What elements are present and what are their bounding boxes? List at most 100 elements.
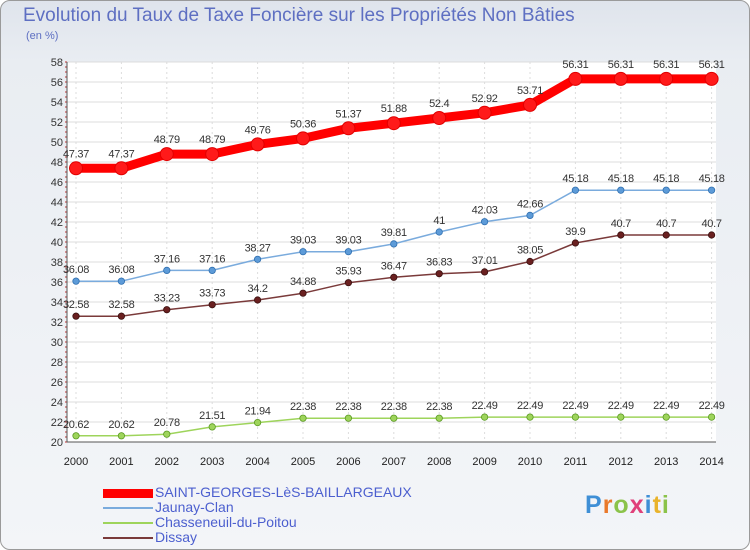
data-label: 56.31	[562, 59, 588, 71]
x-tick-label: 2004	[245, 456, 269, 468]
data-point	[254, 255, 262, 263]
legend-label: Chasseneuil-du-Poitou	[155, 514, 297, 530]
data-label: 50.36	[290, 118, 316, 130]
y-tick-label: 22	[51, 417, 63, 429]
data-point	[435, 414, 443, 422]
data-label: 22.38	[290, 401, 316, 413]
data-label: 40.7	[611, 218, 631, 230]
x-tick-label: 2009	[472, 456, 496, 468]
data-label: 32.58	[108, 299, 134, 311]
legend-label: Jaunay-Clan	[155, 499, 234, 515]
data-label: 40.7	[656, 218, 676, 230]
logo-letter: P	[585, 491, 603, 519]
x-tick-label: 2005	[291, 456, 315, 468]
data-point	[390, 414, 398, 422]
data-label: 38.05	[517, 245, 543, 257]
logo-letter: o	[613, 491, 630, 519]
logo-letter: x	[629, 491, 645, 519]
data-point	[704, 71, 719, 86]
data-label: 45.18	[699, 173, 725, 185]
data-labels: 47.37 47.37 48.79 48.79 49.76 50.36 51.37 51.88…	[63, 59, 725, 431]
data-point	[662, 186, 670, 194]
x-tick-label: 2010	[518, 456, 542, 468]
data-point	[480, 218, 489, 226]
data-point	[299, 248, 307, 256]
data-point	[435, 270, 443, 278]
data-point	[571, 413, 580, 421]
data-label: 40.7	[701, 218, 721, 230]
data-point	[72, 312, 80, 320]
data-label: 41	[433, 215, 445, 227]
data-label: 20.78	[154, 417, 180, 429]
legend-swatch	[103, 507, 153, 509]
data-label: 39.9	[565, 226, 585, 238]
data-point	[477, 105, 492, 120]
proxiti-logo: Proxiti	[585, 491, 670, 520]
data-point	[526, 211, 534, 219]
legend-label: SAINT-GEORGES-LèS-BAILLARGEAUX	[155, 484, 412, 500]
data-point	[72, 432, 80, 440]
data-label: 48.79	[199, 134, 225, 146]
data-label: 47.37	[108, 148, 134, 160]
y-tick-label: 30	[51, 337, 63, 349]
data-point	[114, 161, 129, 176]
data-label: 42.03	[472, 205, 498, 217]
data-label: 35.93	[335, 266, 361, 278]
y-tick-label: 28	[51, 357, 63, 369]
data-point	[254, 418, 262, 427]
data-label: 34.88	[290, 276, 316, 288]
data-label: 21.51	[199, 410, 225, 422]
data-point	[526, 257, 534, 266]
logo-letter: i	[661, 491, 670, 519]
data-point	[617, 186, 625, 194]
data-point	[617, 413, 625, 421]
y-tick-label: 52	[51, 117, 63, 129]
data-label: 47.37	[63, 148, 89, 160]
data-point	[568, 71, 583, 86]
x-tick-label: 2000	[64, 456, 88, 468]
data-point	[707, 231, 716, 239]
data-label: 22.49	[699, 400, 725, 412]
data-label: 56.31	[653, 59, 679, 71]
data-point	[344, 248, 352, 256]
data-point	[296, 131, 310, 146]
data-label: 37.01	[472, 255, 498, 267]
y-tick-label: 56	[51, 77, 63, 89]
y-tick-label: 24	[51, 397, 63, 409]
legend-swatch	[103, 537, 153, 539]
data-label: 22.49	[472, 400, 498, 412]
data-label: 51.88	[381, 103, 407, 115]
legend-swatch	[103, 489, 153, 498]
y-tick-label: 34	[51, 297, 63, 309]
data-label: 36.08	[63, 264, 89, 276]
data-label: 36.47	[381, 260, 407, 272]
data-point	[435, 228, 443, 236]
data-point	[386, 116, 401, 131]
data-point	[480, 413, 489, 421]
x-tick-label: 2012	[609, 456, 633, 468]
y-tick-label: 54	[51, 97, 63, 109]
data-point	[208, 266, 216, 274]
data-point	[707, 413, 716, 421]
data-point	[480, 268, 489, 276]
data-point	[163, 266, 171, 274]
y-tick-label: 32	[51, 317, 63, 329]
data-label: 48.79	[154, 134, 180, 146]
data-label: 49.76	[245, 124, 271, 136]
data-label: 39.03	[290, 235, 316, 247]
data-point	[205, 147, 220, 162]
data-point	[571, 186, 580, 194]
data-label: 51.37	[335, 108, 361, 120]
data-label: 39.81	[381, 227, 407, 239]
data-point	[390, 273, 398, 281]
data-label: 45.18	[562, 173, 588, 185]
data-point	[163, 306, 171, 314]
y-tick-label: 42	[51, 217, 63, 229]
series-layer	[69, 71, 719, 440]
data-label: 45.18	[653, 173, 679, 185]
x-tick-label: 2013	[654, 456, 678, 468]
chart-unit-label: (en %)	[26, 30, 59, 42]
data-point	[117, 432, 126, 440]
